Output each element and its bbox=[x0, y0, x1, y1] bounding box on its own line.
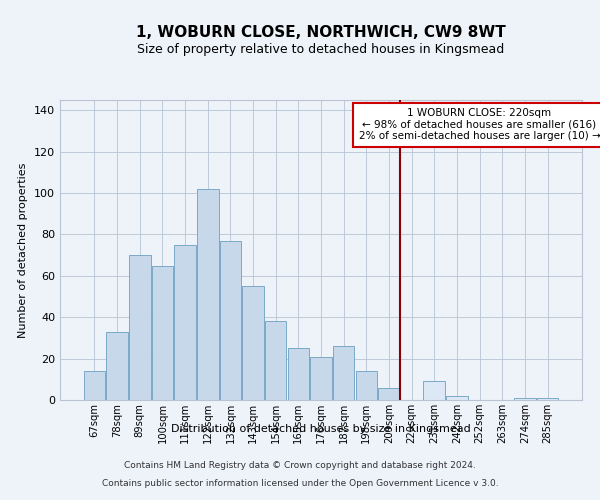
Bar bbox=[424, 382, 445, 400]
Bar bbox=[175, 245, 196, 400]
Bar bbox=[287, 348, 309, 400]
Bar bbox=[378, 388, 400, 400]
Text: 1, WOBURN CLOSE, NORTHWICH, CW9 8WT: 1, WOBURN CLOSE, NORTHWICH, CW9 8WT bbox=[136, 25, 506, 40]
Text: Contains public sector information licensed under the Open Government Licence v : Contains public sector information licen… bbox=[101, 478, 499, 488]
Bar bbox=[310, 356, 332, 400]
Bar bbox=[356, 371, 377, 400]
Bar bbox=[265, 322, 286, 400]
Bar bbox=[333, 346, 355, 400]
Bar bbox=[537, 398, 558, 400]
Bar bbox=[84, 371, 105, 400]
Bar bbox=[514, 398, 536, 400]
Bar bbox=[242, 286, 264, 400]
Bar bbox=[446, 396, 467, 400]
Text: Contains HM Land Registry data © Crown copyright and database right 2024.: Contains HM Land Registry data © Crown c… bbox=[124, 461, 476, 470]
Bar bbox=[152, 266, 173, 400]
Bar bbox=[220, 240, 241, 400]
Text: 1 WOBURN CLOSE: 220sqm
← 98% of detached houses are smaller (616)
2% of semi-det: 1 WOBURN CLOSE: 220sqm ← 98% of detached… bbox=[359, 108, 600, 142]
Bar bbox=[106, 332, 128, 400]
Text: Distribution of detached houses by size in Kingsmead: Distribution of detached houses by size … bbox=[171, 424, 471, 434]
Bar bbox=[197, 189, 218, 400]
Text: Size of property relative to detached houses in Kingsmead: Size of property relative to detached ho… bbox=[137, 42, 505, 56]
Bar bbox=[129, 255, 151, 400]
Y-axis label: Number of detached properties: Number of detached properties bbox=[19, 162, 28, 338]
